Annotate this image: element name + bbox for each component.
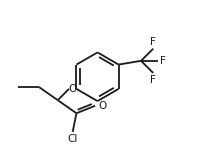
Text: F: F	[160, 56, 166, 66]
Text: O: O	[69, 84, 77, 94]
Text: F: F	[150, 75, 156, 85]
Text: F: F	[150, 37, 156, 47]
Text: O: O	[98, 101, 106, 111]
Text: Cl: Cl	[67, 134, 78, 144]
